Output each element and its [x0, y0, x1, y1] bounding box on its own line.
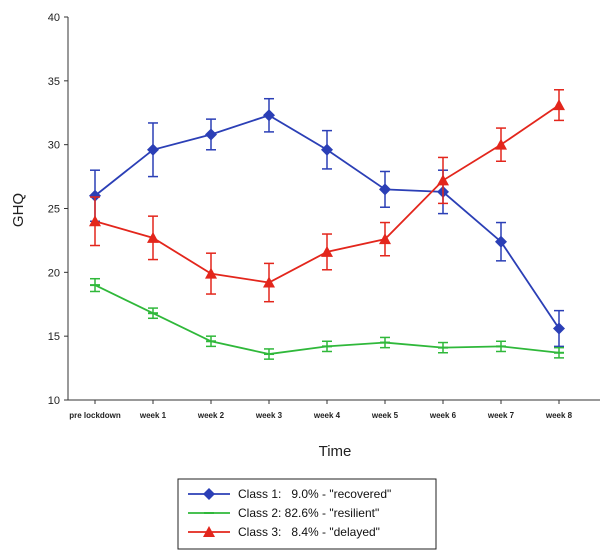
data-point [263, 276, 275, 288]
x-tick-label: pre lockdown [69, 411, 121, 420]
y-axis-title: GHQ [10, 193, 27, 227]
x-tick-label: week 5 [371, 411, 399, 420]
legend-marker [203, 488, 215, 500]
x-tick-label: week 2 [197, 411, 225, 420]
legend-box [177, 478, 437, 550]
legend-label: Class 1: 9.0% - "recovered" [238, 487, 391, 501]
y-tick-label: 25 [48, 204, 60, 216]
x-tick-label: week 7 [487, 411, 515, 420]
legend-label: Class 2: 82.6% - "resilient" [238, 506, 379, 520]
x-tick-label: week 1 [139, 411, 167, 420]
y-tick-label: 10 [48, 395, 60, 407]
legend: Class 1: 9.0% - "recovered" Class 2: 82.6… [177, 478, 437, 550]
axes: 10 15 20 25 30 35 40 pre lockdown week 1 week 2 we… [48, 12, 600, 420]
data-point [553, 322, 565, 335]
series-2 [90, 277, 564, 360]
data-point [147, 143, 159, 156]
legend-marker [203, 526, 215, 537]
data-point [89, 215, 101, 227]
data-point [205, 128, 217, 141]
series-1 [89, 97, 565, 348]
data-point [263, 109, 275, 122]
x-axis-title: Time [319, 443, 352, 460]
legend-label: Class 3: 8.4% - "delayed" [238, 525, 380, 539]
data-point [147, 231, 159, 243]
data-point [495, 138, 507, 150]
series-3 [89, 89, 565, 303]
data-point [379, 183, 391, 196]
data-point [321, 245, 333, 257]
y-tick-label: 30 [48, 140, 60, 152]
series-layer [89, 89, 565, 360]
data-point [495, 235, 507, 248]
y-tick-label: 40 [48, 12, 60, 24]
x-tick-label: week 8 [545, 411, 573, 420]
data-point [553, 99, 565, 111]
y-tick-label: 15 [48, 331, 60, 343]
y-tick-label: 20 [48, 267, 60, 279]
y-tick-label: 35 [48, 76, 60, 88]
data-point [437, 174, 449, 186]
data-point [321, 143, 333, 156]
data-point [89, 189, 101, 202]
data-point [379, 233, 391, 245]
x-tick-label: week 3 [255, 411, 283, 420]
x-tick-label: week 4 [313, 411, 341, 420]
x-tick-label: week 6 [429, 411, 457, 420]
data-point [205, 267, 217, 279]
